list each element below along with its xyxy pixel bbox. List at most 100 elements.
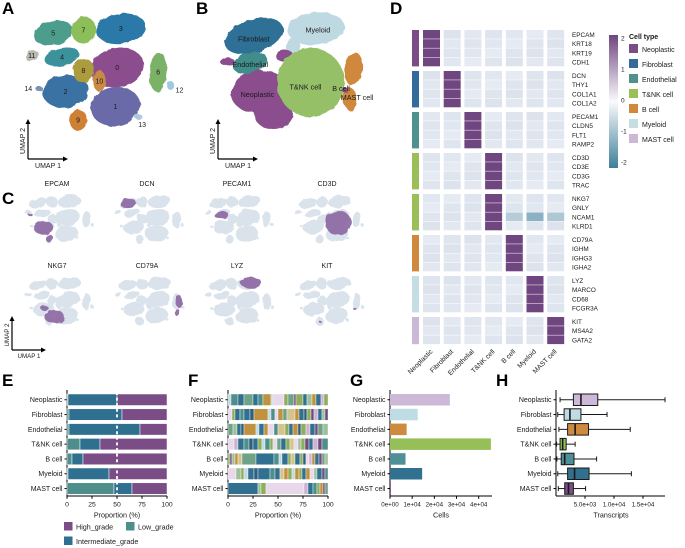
heatmap-tile xyxy=(423,130,440,140)
heatmap-tile xyxy=(547,212,565,222)
umap-y-arrowhead xyxy=(9,316,15,321)
stacked-bar-segment xyxy=(321,438,329,451)
heatmap-tile xyxy=(526,71,544,80)
heatmap-tile xyxy=(464,89,482,99)
feature-plot-base-blob xyxy=(227,213,237,224)
gene-label: IGHG3 xyxy=(572,255,592,262)
heatmap-tile xyxy=(464,171,482,181)
stacked-bar-segment xyxy=(232,423,238,436)
x-tick-label: 25 xyxy=(88,502,96,509)
gene-label: IGHM xyxy=(572,246,589,253)
stacked-bar-segment xyxy=(322,423,329,436)
feature-plot-base-blob xyxy=(90,223,94,227)
stacked-bar-segment xyxy=(263,423,269,436)
heatmap-tile xyxy=(505,285,523,294)
cluster-blob xyxy=(96,13,146,44)
heatmap-tile xyxy=(464,276,482,285)
stacked-bar-segment xyxy=(227,408,233,421)
heatmap-tile xyxy=(526,39,544,48)
row-annotation-strip xyxy=(412,276,419,313)
stacked-bar-segment xyxy=(267,423,275,436)
heatmap-tile xyxy=(443,221,461,231)
feature-plot-base-blob xyxy=(136,278,148,290)
stacked-bar-segment xyxy=(68,423,141,436)
stacked-bar-segment xyxy=(313,467,318,480)
stacked-bar-segment xyxy=(324,408,329,421)
heatmap-tile xyxy=(547,57,565,67)
category-label: Myeloid xyxy=(527,471,551,478)
stacked-bar-segment xyxy=(314,452,320,465)
heatmap-tile xyxy=(526,57,544,67)
feature-plot-base-blob xyxy=(360,305,364,309)
heatmap-tile xyxy=(547,262,565,272)
heatmap-tile xyxy=(547,30,565,39)
heatmap-tile xyxy=(547,326,565,335)
heatmap-tile xyxy=(526,244,544,253)
heatmap-tile xyxy=(485,194,503,203)
gene-label: LYZ xyxy=(572,278,583,285)
umap-y-arrowhead xyxy=(215,119,221,124)
stacked-bar-segment xyxy=(243,438,250,451)
heatmap-tile xyxy=(464,221,482,231)
cluster-number: 2 xyxy=(64,89,68,96)
heatmap-tile xyxy=(443,30,461,39)
row-annotation-strip xyxy=(412,153,419,190)
category-label: Fibroblast xyxy=(521,412,552,419)
stacked-bar-segment xyxy=(82,452,168,465)
feature-plot-base-blob xyxy=(165,318,170,322)
category-label: Endothelial xyxy=(517,427,552,434)
heatmap-tile xyxy=(547,139,565,149)
heatmap-tile xyxy=(505,194,523,203)
heatmap-tile xyxy=(547,121,565,130)
stacked-bar-segment xyxy=(99,438,168,451)
feature-plot-base-blob xyxy=(299,197,317,209)
stacked-bar-segment xyxy=(303,482,309,495)
heatmap-tile xyxy=(443,130,461,140)
stacked-bar-segment xyxy=(230,393,239,406)
heatmap-tile xyxy=(505,203,523,212)
feature-plot-base-blob xyxy=(226,278,238,290)
region-blobs xyxy=(220,11,363,129)
feature-plot-base-blob xyxy=(255,318,260,322)
heatmap-tile xyxy=(464,285,482,294)
bar xyxy=(390,453,406,465)
gene-label: GNLY xyxy=(572,205,590,212)
heatmap-tile xyxy=(485,48,503,58)
stacked-bar-segment xyxy=(288,423,294,436)
feature-plot-base-blob xyxy=(137,213,147,224)
umap-x-axis-label: UMAP 1 xyxy=(35,163,61,170)
feature-plot-base-blob xyxy=(226,196,238,208)
feature-plot-base-blob xyxy=(304,209,321,218)
feature-plot-base-blob xyxy=(209,306,214,310)
stacked-bar-segment xyxy=(290,452,296,465)
cluster-blob xyxy=(24,50,39,61)
cluster-blob xyxy=(33,20,73,46)
stacked-bar-segment xyxy=(287,452,292,465)
heatmap-tile xyxy=(505,276,523,285)
stacked-bar-segment xyxy=(322,482,326,495)
stacked-bar-segment xyxy=(285,438,291,451)
heatmap-tile xyxy=(547,285,565,294)
cluster-blob xyxy=(70,16,96,44)
heatmap-tile xyxy=(443,162,461,171)
cluster-number: 6 xyxy=(156,69,160,76)
heatmap-tile xyxy=(505,221,523,231)
feature-plot-base-blob xyxy=(303,220,325,235)
gene-label: COL1A1 xyxy=(572,91,597,98)
category-label: Fibroblast xyxy=(32,412,63,419)
region-blob xyxy=(342,87,358,111)
stacked-bar-segment xyxy=(301,467,307,480)
heatmap-tile xyxy=(443,335,461,345)
stacked-bar-segment xyxy=(282,408,288,421)
heatmap-tile xyxy=(505,98,523,108)
region-blob xyxy=(341,87,348,93)
heatmap-tile xyxy=(423,326,440,335)
category-label: Myeloid xyxy=(199,471,223,478)
heatmap-tile xyxy=(547,39,565,48)
stacked-bar-segment xyxy=(295,393,304,406)
stacked-bar-segment xyxy=(312,438,319,451)
heatmap-tile xyxy=(485,71,503,80)
umap-axis xyxy=(215,119,258,162)
heatmap-tile xyxy=(547,162,565,171)
x-tick-label: 4e+04 xyxy=(470,502,488,509)
